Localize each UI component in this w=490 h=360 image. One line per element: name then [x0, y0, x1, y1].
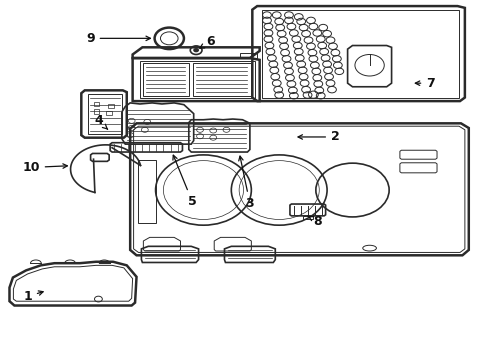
Text: 7: 7 — [416, 77, 435, 90]
Text: 1: 1 — [23, 290, 43, 303]
Text: 5: 5 — [173, 155, 196, 208]
Text: 2: 2 — [298, 130, 340, 144]
Text: 4: 4 — [94, 114, 108, 129]
Circle shape — [193, 48, 199, 52]
Text: 3: 3 — [239, 156, 254, 210]
Text: 6: 6 — [200, 35, 215, 49]
Text: 8: 8 — [308, 215, 321, 228]
Text: 10: 10 — [22, 161, 67, 174]
Text: 9: 9 — [87, 32, 96, 45]
